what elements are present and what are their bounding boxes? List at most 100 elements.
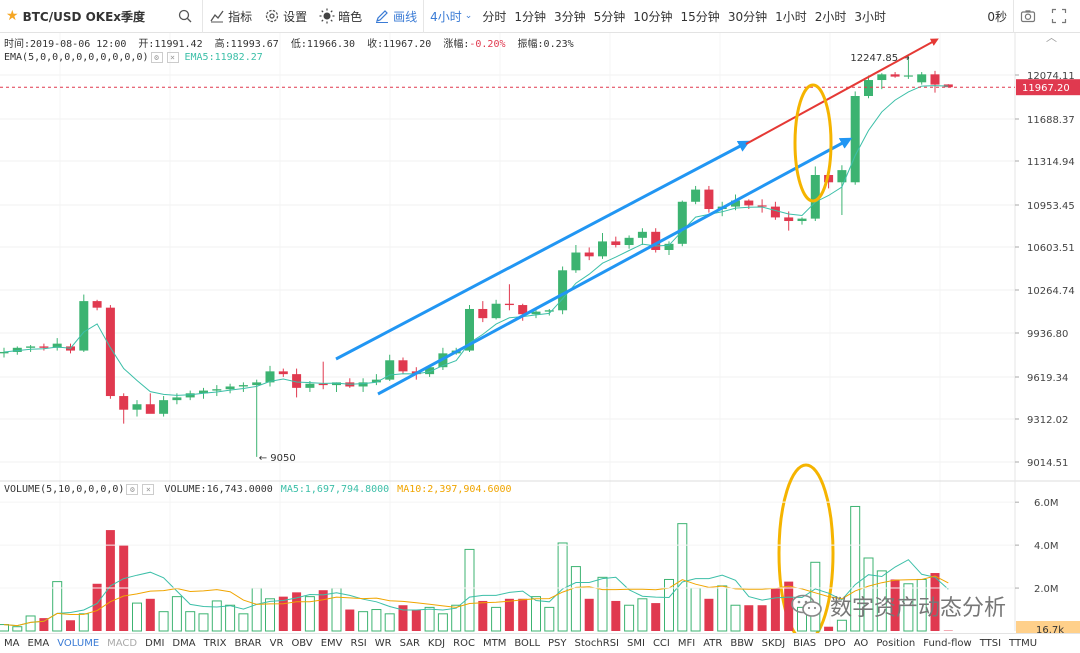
interval-option[interactable]: 30分钟 <box>727 9 768 24</box>
amplitude-label: 振幅: <box>517 39 544 50</box>
indicator-tab[interactable]: MA <box>4 638 20 649</box>
fullscreen-button[interactable] <box>1045 0 1080 33</box>
candle-body <box>917 74 927 83</box>
settings-icon[interactable]: ⚙ <box>150 52 163 63</box>
volume-highlight-ellipse <box>777 463 835 633</box>
interval-option[interactable]: 3分钟 <box>553 9 586 24</box>
interval-option[interactable]: 3小时 <box>854 9 887 24</box>
volume-bar <box>677 523 688 632</box>
candle-body <box>385 360 395 380</box>
interval-list: 分时 1分钟 3分钟 5分钟 10分钟 15分钟 30分钟 1小时 2小时 3小时 <box>478 0 890 33</box>
candle-body <box>757 205 767 207</box>
indicator-tab[interactable]: CCI <box>652 638 670 649</box>
indicator-tab[interactable]: DMA <box>172 638 196 649</box>
indicator-tab[interactable]: TTMU <box>1009 638 1038 649</box>
indicator-tab[interactable]: DMI <box>145 638 165 649</box>
indicator-tab[interactable]: BOLL <box>514 638 541 649</box>
candle-body <box>664 243 674 250</box>
gear-icon <box>265 9 279 23</box>
indicator-tab[interactable]: PSY <box>548 638 567 649</box>
favorite-star-icon[interactable]: ★ <box>6 8 19 24</box>
close-icon[interactable]: × <box>166 52 179 63</box>
indicator-tab[interactable]: MTM <box>482 638 507 649</box>
candle-body <box>770 206 780 218</box>
candle-body <box>598 241 607 257</box>
indicator-tab[interactable]: TRIX <box>203 638 227 649</box>
toolbar-divider <box>423 0 425 33</box>
interval-option[interactable]: 1分钟 <box>514 9 546 24</box>
interval-option[interactable]: 15分钟 <box>680 9 720 24</box>
time-value: 2019-08-06 12:00 <box>30 39 127 50</box>
indicator-tab[interactable]: ATR <box>703 638 723 649</box>
volume-bar <box>637 598 648 632</box>
volume-bar <box>491 606 502 632</box>
candle-body <box>797 218 807 222</box>
candle-body <box>79 301 89 351</box>
indicator-tab[interactable]: SKDJ <box>761 638 786 649</box>
close-icon[interactable]: × <box>142 484 155 495</box>
search-button[interactable] <box>171 0 202 33</box>
indicator-tab[interactable]: EMA <box>27 638 50 649</box>
interval-option[interactable]: 10分钟 <box>633 9 673 24</box>
indicators-button[interactable]: 指标 <box>203 0 258 33</box>
candle-body <box>558 270 568 311</box>
interval-option[interactable]: 2小时 <box>814 9 847 24</box>
volume-bar <box>437 613 448 632</box>
interval-option[interactable]: 分时 <box>482 9 507 24</box>
indicator-tab[interactable]: SMI <box>627 638 645 649</box>
indicator-tab[interactable]: EMV <box>320 638 343 649</box>
settings-button[interactable]: 设置 <box>258 0 313 33</box>
indicator-tab[interactable]: MACD <box>107 638 138 649</box>
indicator-tab[interactable]: AO <box>853 638 869 649</box>
indicator-tab[interactable]: BIAS <box>793 638 817 649</box>
volume-bar <box>211 600 222 632</box>
dark-mode-label: 暗色 <box>338 9 363 24</box>
volume-bar <box>784 581 794 631</box>
low-price-annotation: ← 9050 <box>259 453 296 464</box>
screenshot-button[interactable] <box>1014 0 1045 33</box>
chart-area[interactable]: 12074.11 11688.37 11314.94 10953.45 10603.51… <box>0 33 1080 633</box>
symbol-selector[interactable]: ★ BTC/USD OKEx季度 <box>0 0 151 33</box>
low-label: 低: <box>290 39 307 50</box>
indicator-tab[interactable]: BBW <box>730 638 754 649</box>
indicator-tab[interactable]: VR <box>269 638 284 649</box>
indicator-tab[interactable]: SAR <box>399 638 420 649</box>
candle-body <box>332 382 341 386</box>
candle-body <box>92 301 102 308</box>
candle-body <box>837 170 847 183</box>
settings-icon[interactable]: ⚙ <box>126 484 139 495</box>
indicator-tab[interactable]: BRAR <box>234 638 262 649</box>
volume-bar <box>704 598 714 631</box>
volume-bar <box>92 583 102 631</box>
volume-bar <box>304 596 315 632</box>
indicator-tab[interactable]: DPO <box>824 638 846 649</box>
interval-dropdown[interactable]: 4小时 ⌄ <box>424 0 478 33</box>
volume-bar <box>238 613 249 632</box>
candle-body <box>425 367 435 375</box>
indicator-tab[interactable]: StochRSI <box>574 638 619 649</box>
indicator-tab[interactable]: RSI <box>350 638 367 649</box>
volume-bar <box>0 624 9 632</box>
volume-bar <box>584 598 594 631</box>
indicator-tab[interactable]: TTSI <box>979 638 1002 649</box>
dark-mode-button[interactable]: 暗色 <box>313 0 368 33</box>
candle-body <box>478 308 488 319</box>
indicator-tab[interactable]: ROC <box>453 638 475 649</box>
candle-body <box>398 360 408 372</box>
volume-bar <box>518 598 528 631</box>
indicator-tab[interactable]: KDJ <box>427 638 446 649</box>
candle-body <box>159 400 169 414</box>
open-value: 11991.42 <box>154 39 203 50</box>
draw-line-button[interactable]: 画线 <box>368 0 423 33</box>
indicator-tab[interactable]: Position <box>876 638 916 649</box>
interval-option[interactable]: 5分钟 <box>593 9 626 24</box>
current-volume-tag <box>1016 621 1080 633</box>
indicator-tab[interactable]: MFI <box>677 638 696 649</box>
interval-option[interactable]: 1小时 <box>775 9 807 24</box>
indicator-tab[interactable]: WR <box>374 638 392 649</box>
indicator-tab[interactable]: OBV <box>291 638 313 649</box>
indicator-tab[interactable]: Fund-flow <box>923 638 972 649</box>
chevron-down-icon: ⌄ <box>464 11 473 21</box>
volume-bar <box>464 548 475 632</box>
indicator-tab[interactable]: VOLUME <box>57 638 100 649</box>
